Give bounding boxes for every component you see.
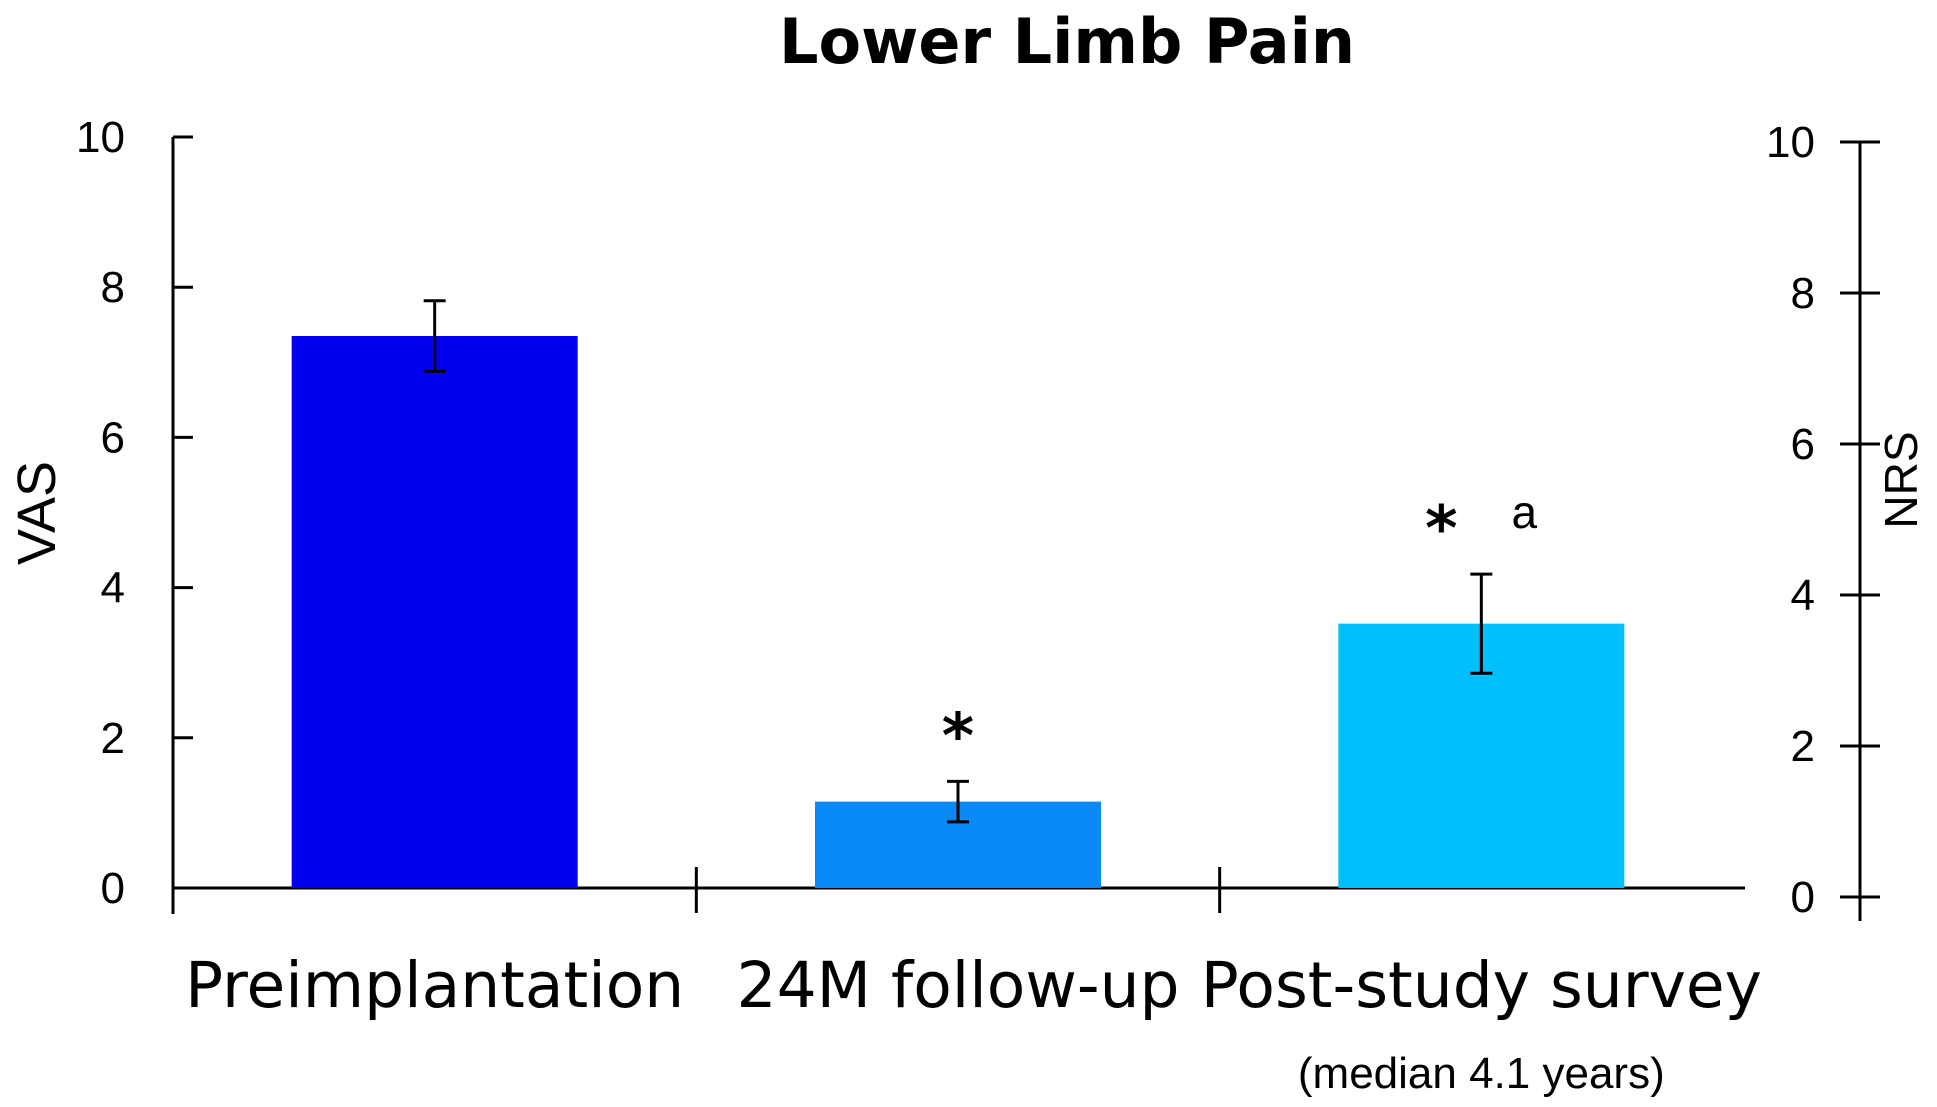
y-axis-label-left: VAS <box>7 461 67 565</box>
y-tick-label-left: 6 <box>101 413 125 462</box>
y-axis-label-right: NRS <box>1875 431 1927 528</box>
y-tick-label-right: 4 <box>1791 571 1815 620</box>
plot-area: 0 2 4 6 8 10 0 2 4 6 8 10 Preimplantation 24M follow-… <box>76 113 1880 1098</box>
chart-title: Lower Limb Pain <box>779 5 1355 78</box>
x-category-label: Preimplantation <box>185 949 684 1022</box>
y-tick-label-left: 2 <box>101 714 125 763</box>
y-tick-label-right: 0 <box>1791 873 1815 922</box>
y-tick-label-right: 10 <box>1766 118 1815 167</box>
y-tick-label-left: 10 <box>76 113 125 162</box>
y-tick-label-left: 0 <box>101 864 125 913</box>
y-tick-label-right: 8 <box>1791 269 1815 318</box>
significance-letter: a <box>1512 486 1538 538</box>
y-tick-label-right: 2 <box>1791 722 1815 771</box>
significance-marker: * <box>942 699 974 772</box>
y-tick-label-right: 6 <box>1791 420 1815 469</box>
x-category-label: Post-study survey <box>1201 949 1762 1022</box>
bar <box>291 336 578 888</box>
x-category-sublabel: (median 4.1 years) <box>1298 1049 1665 1098</box>
significance-marker: * <box>1425 492 1457 565</box>
y-tick-label-left: 8 <box>101 263 125 312</box>
x-category-label: 24M follow-up <box>737 949 1180 1022</box>
y-tick-label-left: 4 <box>101 564 125 613</box>
